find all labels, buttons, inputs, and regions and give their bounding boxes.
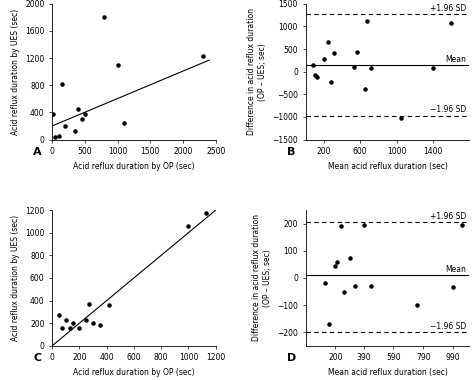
Point [106,302,113,308]
Point [340,288,348,294]
Point [413,302,421,308]
X-axis label: Mean acid reflux duration (sec): Mean acid reflux duration (sec) [328,368,447,377]
Point [449,284,456,290]
Point [58,81,66,87]
Point [361,86,369,92]
Point [69,320,76,326]
Point [397,115,405,121]
Point [309,62,317,68]
Point [59,325,66,331]
Point [85,301,93,307]
Point [81,111,89,117]
Point [351,283,358,289]
Point [62,317,70,323]
Point [202,211,210,217]
Point [333,259,341,265]
Text: C: C [33,353,41,363]
Point [52,135,59,141]
Point [49,111,56,117]
Point [320,55,328,62]
Point [82,317,90,323]
Point [199,53,206,59]
Text: A: A [33,147,42,157]
Point [55,133,63,139]
Point [350,63,358,70]
Point [311,72,319,78]
Point [447,20,455,26]
X-axis label: Mean acid reflux duration (sec): Mean acid reflux duration (sec) [328,162,447,171]
Point [367,65,375,71]
Text: B: B [287,147,295,157]
Point [96,322,104,328]
Point [100,14,108,21]
Point [74,106,82,112]
Point [314,74,321,80]
Y-axis label: Acid reflux duration by UES (sec): Acid reflux duration by UES (sec) [10,9,19,135]
Point [62,123,69,129]
Text: D: D [287,353,296,363]
Y-axis label: Difference in acid reflux duration
(OP – UES; sec): Difference in acid reflux duration (OP –… [247,8,267,135]
Point [328,79,335,85]
Point [332,263,339,269]
Text: Mean: Mean [445,54,466,63]
Text: −1.96 SD: −1.96 SD [430,105,466,114]
Y-axis label: Acid reflux duration by UES (sec): Acid reflux duration by UES (sec) [10,215,19,341]
X-axis label: Acid reflux duration by OP (sec): Acid reflux duration by OP (sec) [73,162,195,171]
Point [325,39,332,45]
Y-axis label: Difference in acid reflux duration
(OP – UES; sec): Difference in acid reflux duration (OP –… [252,214,272,342]
Text: Mean: Mean [445,265,466,274]
Point [66,325,73,331]
Point [429,65,437,71]
Text: +1.96 SD: +1.96 SD [430,4,466,13]
Point [76,325,83,331]
Point [364,17,371,24]
Point [353,49,360,55]
Point [360,222,367,228]
Point [326,321,333,327]
Point [71,128,79,135]
Point [321,280,329,287]
Point [120,119,128,125]
X-axis label: Acid reflux duration by OP (sec): Acid reflux duration by OP (sec) [73,368,195,377]
Point [330,50,337,56]
Point [89,320,97,326]
Point [458,222,465,228]
Point [367,283,375,289]
Point [78,116,85,122]
Point [346,255,354,261]
Point [185,223,192,229]
Point [337,223,345,230]
Text: −1.96 SD: −1.96 SD [430,322,466,331]
Text: +1.96 SD: +1.96 SD [430,212,466,221]
Point [55,312,63,318]
Point [114,62,121,68]
